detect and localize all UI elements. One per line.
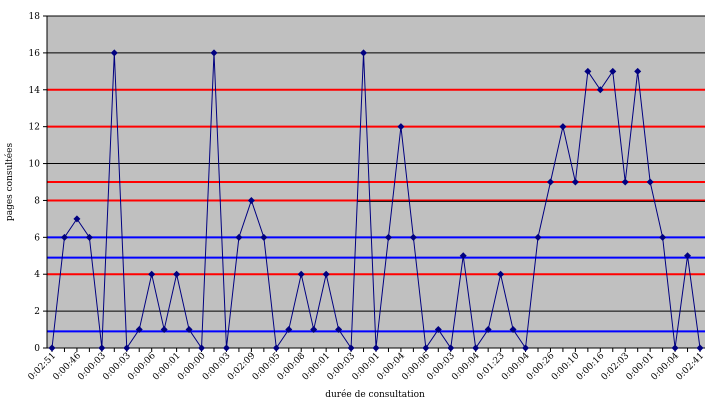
y-tick-label: 8 <box>34 196 40 206</box>
data-point <box>559 123 567 131</box>
data-point <box>310 326 318 334</box>
x-axis: 0:02:510:00:460:00:030:00:030:00:060:00:… <box>27 347 707 383</box>
data-point <box>384 233 392 241</box>
x-tick-label: 0:02:41 <box>675 351 707 383</box>
data-point <box>110 49 118 57</box>
data-point <box>434 326 442 334</box>
y-tick-label: 16 <box>29 49 41 59</box>
data-point <box>472 344 480 352</box>
y-tick-label: 14 <box>29 86 41 96</box>
data-point <box>534 233 542 241</box>
data-point <box>397 123 405 131</box>
data-point <box>222 344 230 352</box>
data-point <box>596 86 604 94</box>
data-point <box>60 233 68 241</box>
data-point <box>360 49 368 57</box>
data-point <box>185 326 193 334</box>
reference-lines <box>47 88 705 333</box>
data-point <box>484 326 492 334</box>
data-point <box>372 344 380 352</box>
data-point <box>646 178 654 186</box>
data-point <box>272 344 280 352</box>
data-point <box>98 344 106 352</box>
data-point <box>210 49 218 57</box>
y-tick-label: 10 <box>29 160 41 170</box>
data-point <box>347 344 355 352</box>
data-point <box>297 270 305 278</box>
data-point <box>48 344 56 352</box>
y-axis-label: pages consultées <box>4 143 15 222</box>
data-point <box>696 344 704 352</box>
data-point <box>285 326 293 334</box>
y-tick-label: 18 <box>29 12 41 22</box>
y-tick-label: 4 <box>34 270 40 280</box>
data-point <box>621 178 629 186</box>
data-point <box>684 252 692 260</box>
y-axis: 0 2 4 6 8 10 12 14 16 18 <box>29 12 48 354</box>
y-tick-label: 0 <box>34 344 40 354</box>
data-point <box>235 233 243 241</box>
data-point <box>659 233 667 241</box>
data-point <box>546 178 554 186</box>
data-point <box>459 252 467 260</box>
y-tick-label: 2 <box>34 307 40 317</box>
data-point <box>322 270 330 278</box>
data-point <box>422 344 430 352</box>
series <box>48 49 704 352</box>
y-tick-label: 12 <box>29 123 40 133</box>
data-point <box>447 344 455 352</box>
data-point <box>335 326 343 334</box>
data-point <box>260 233 268 241</box>
data-point <box>522 344 530 352</box>
data-point <box>247 196 255 204</box>
data-point <box>198 344 206 352</box>
data-point <box>584 67 592 75</box>
data-point <box>497 270 505 278</box>
y-tick-label: 6 <box>34 233 40 243</box>
x-axis-label: durée de consultation <box>325 389 425 400</box>
data-point <box>135 326 143 334</box>
data-point <box>148 270 156 278</box>
data-point <box>160 326 168 334</box>
data-point <box>173 270 181 278</box>
data-point <box>671 344 679 352</box>
data-point <box>509 326 517 334</box>
data-point <box>571 178 579 186</box>
data-point <box>73 215 81 223</box>
data-point <box>634 67 642 75</box>
data-point <box>123 344 131 352</box>
data-point <box>409 233 417 241</box>
data-point <box>85 233 93 241</box>
data-point <box>609 67 617 75</box>
